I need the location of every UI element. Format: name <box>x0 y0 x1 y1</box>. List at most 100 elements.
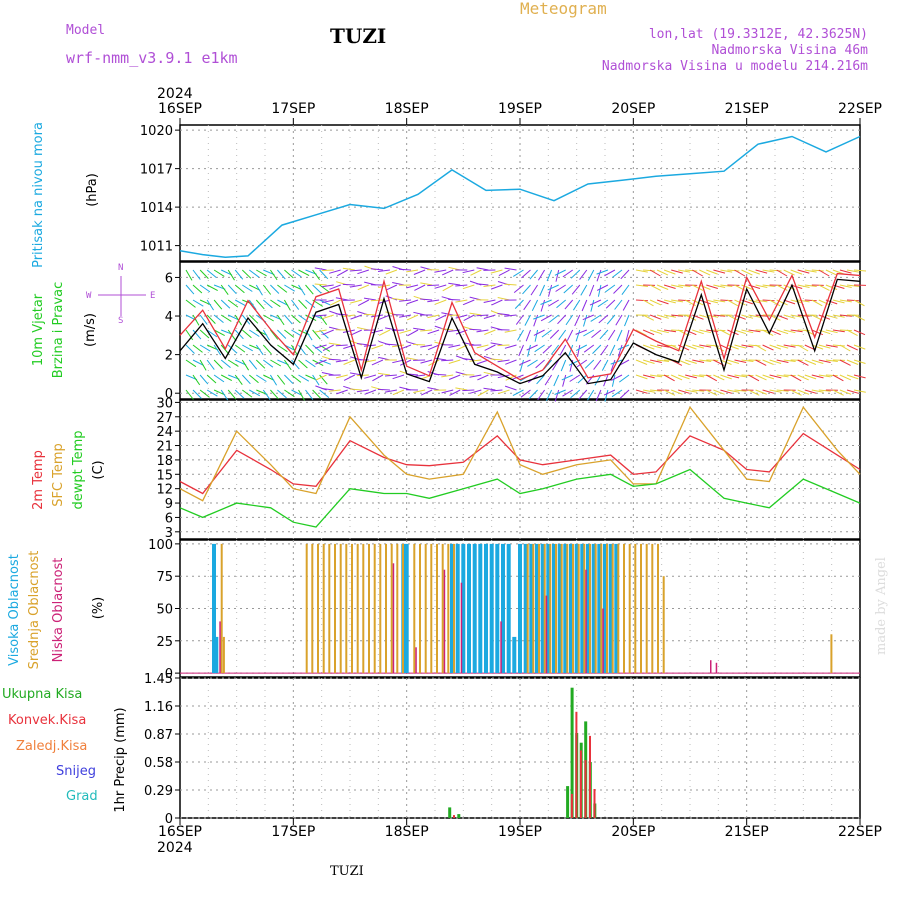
wind-arrow <box>692 299 704 306</box>
x-tick-label-top: 17SEP <box>271 101 315 117</box>
wind-arrow <box>220 359 231 368</box>
wind-arrow <box>533 314 539 327</box>
wind-arrow <box>548 314 560 323</box>
wind-arrow <box>804 284 817 287</box>
wind-arrow <box>441 269 454 276</box>
year-bottom: 2024 <box>157 840 193 856</box>
wind-arrow <box>234 299 246 307</box>
wind-arrow <box>663 374 675 382</box>
wind-arrow <box>298 284 306 296</box>
wind-arrow <box>420 344 433 348</box>
cloud-mid-bar <box>351 543 353 674</box>
wind-arrow <box>291 269 302 278</box>
wind-arrow <box>727 269 740 272</box>
wind-arrow <box>476 359 489 365</box>
wind-arrow <box>818 344 831 349</box>
wind-arrow <box>335 359 348 363</box>
wind-arrow <box>277 299 289 306</box>
wind-arrow <box>371 329 384 334</box>
wind-arrow <box>678 359 690 365</box>
wind-arrow <box>234 389 245 399</box>
cloud-high-bar <box>467 543 471 674</box>
wind-arrow <box>625 329 630 342</box>
wind-arrow <box>762 329 774 337</box>
cloud-mid-bar <box>611 543 614 674</box>
wind-arrow <box>357 299 370 307</box>
wind-arrow <box>469 359 482 362</box>
wind-arrow <box>839 299 852 303</box>
cloud-low-bar <box>545 595 548 674</box>
wind-arrow <box>455 284 468 287</box>
wind-arrow <box>364 389 377 395</box>
wind-arrow <box>522 284 531 295</box>
wind-arrow <box>642 374 655 379</box>
panel-precip <box>175 677 861 819</box>
wind-arrow <box>853 359 866 364</box>
cloud-high-bar <box>569 543 573 674</box>
wind-arrow <box>529 269 538 280</box>
wind-arrow <box>590 314 602 322</box>
wind-arrow <box>490 389 503 392</box>
y-tick-label: 1011 <box>140 240 173 255</box>
cloud-mid-bar <box>356 543 359 674</box>
wind-arrow <box>329 299 341 306</box>
wind-arrow <box>462 269 475 274</box>
wind-arrow <box>407 329 419 337</box>
wind-arrow <box>234 284 245 294</box>
wind-arrow <box>206 284 218 292</box>
wind-arrow <box>748 374 760 382</box>
wind-arrow <box>342 314 355 317</box>
wind-arrow <box>434 373 447 376</box>
wind-arrow <box>839 344 851 352</box>
wind-arrow <box>734 359 747 363</box>
wind-arrow <box>783 299 796 305</box>
wind-arrow <box>595 389 602 402</box>
wind-arrow <box>420 298 433 301</box>
wind-arrow <box>550 344 560 355</box>
cloud-high-bar <box>501 543 505 674</box>
cloud-ylabel-3: Niska Oblacnost <box>51 558 66 663</box>
wind-arrow <box>537 269 546 281</box>
wind-arrow <box>490 342 503 346</box>
wind-arrow <box>657 359 670 362</box>
wind-arrow <box>617 344 630 350</box>
wind-arrow <box>650 374 662 378</box>
wind-arrow <box>734 329 747 335</box>
wind-arrow <box>748 299 761 304</box>
tsfc-line <box>179 405 861 502</box>
wind-arrow <box>825 284 838 290</box>
cloud-high-bar <box>523 543 528 674</box>
wind-arrow <box>546 269 553 282</box>
wind-arrow <box>564 299 574 310</box>
wind-arrow <box>531 299 539 312</box>
wind-arrow <box>825 314 838 319</box>
wind-arrow <box>256 269 267 277</box>
cloud-low-bar <box>443 569 446 674</box>
wind-arrow <box>312 269 321 280</box>
wind-arrow <box>563 284 574 294</box>
wind-arrow <box>776 389 789 392</box>
wind-arrow <box>284 314 293 325</box>
wind-arrow <box>797 314 810 317</box>
wind-arrow <box>249 329 260 337</box>
wind-arrow <box>305 344 315 354</box>
wind-arrow <box>553 374 560 387</box>
wind-arrow <box>528 389 538 399</box>
cloud-mid-bar <box>385 543 387 674</box>
wind-arrow <box>762 359 774 365</box>
model-name: wrf-nmm_v3.9.1 e1km <box>66 49 238 67</box>
wind-arrow <box>832 374 844 382</box>
cloud-high-bar <box>506 543 511 674</box>
wind-arrow <box>839 314 852 317</box>
cloud-mid-bar <box>441 543 444 674</box>
wind-arrow <box>185 269 193 281</box>
wind-arrow <box>504 267 517 271</box>
wind-arrow <box>741 359 754 362</box>
wind-arrow <box>255 344 264 356</box>
wind-arrow <box>441 312 454 316</box>
wind-arrow <box>755 359 767 366</box>
wind-arrow <box>755 374 767 381</box>
wind-arrow <box>663 389 676 396</box>
wind-arrow <box>656 284 669 290</box>
wind-arrow <box>277 269 286 280</box>
